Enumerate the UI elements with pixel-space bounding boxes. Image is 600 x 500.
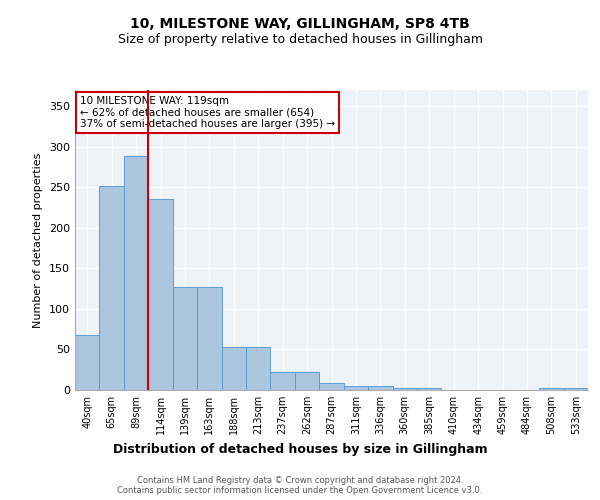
Bar	[344, 386, 368, 390]
Bar	[539, 388, 563, 390]
Bar	[124, 156, 148, 390]
Bar	[368, 386, 392, 390]
Text: 10 MILESTONE WAY: 119sqm
← 62% of detached houses are smaller (654)
37% of semi-: 10 MILESTONE WAY: 119sqm ← 62% of detach…	[80, 96, 335, 129]
Text: 10, MILESTONE WAY, GILLINGHAM, SP8 4TB: 10, MILESTONE WAY, GILLINGHAM, SP8 4TB	[130, 18, 470, 32]
Text: Contains HM Land Registry data © Crown copyright and database right 2024.
Contai: Contains HM Land Registry data © Crown c…	[118, 476, 482, 495]
Bar	[271, 372, 295, 390]
Bar	[392, 388, 417, 390]
Bar	[173, 287, 197, 390]
Bar	[221, 347, 246, 390]
Bar	[148, 198, 173, 390]
Bar	[563, 388, 588, 390]
Text: Distribution of detached houses by size in Gillingham: Distribution of detached houses by size …	[113, 442, 487, 456]
Bar	[295, 372, 319, 390]
Text: Size of property relative to detached houses in Gillingham: Size of property relative to detached ho…	[118, 32, 482, 46]
Y-axis label: Number of detached properties: Number of detached properties	[34, 152, 43, 328]
Bar	[75, 335, 100, 390]
Bar	[197, 287, 221, 390]
Bar	[246, 347, 271, 390]
Bar	[417, 388, 442, 390]
Bar	[319, 382, 344, 390]
Bar	[100, 186, 124, 390]
